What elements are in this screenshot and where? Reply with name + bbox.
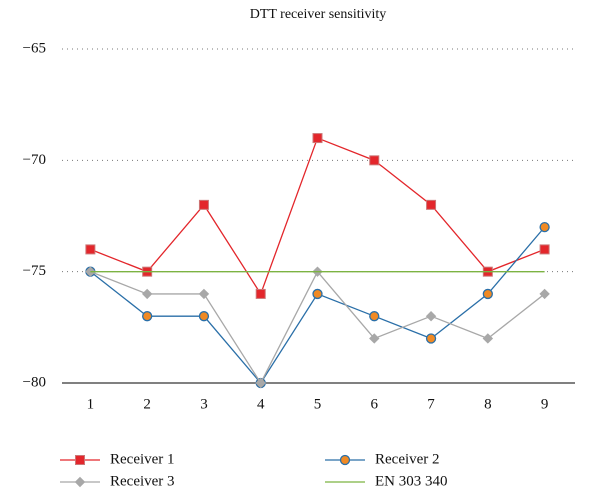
data-point: [255, 377, 266, 389]
y-tick-label: −65: [23, 40, 46, 56]
x-tick-label: 3: [200, 396, 208, 412]
data-point: [482, 333, 494, 344]
legend-marker: [339, 454, 351, 466]
y-tick-label: −70: [23, 152, 46, 168]
data-point: [539, 221, 550, 233]
x-tick-label: 1: [87, 396, 95, 412]
y-tick-label: −75: [23, 263, 46, 279]
series-line: [89, 226, 546, 385]
data-point: [539, 244, 550, 255]
data-point: [141, 288, 153, 300]
x-tick-label: 4: [257, 396, 265, 412]
data-point: [369, 155, 380, 166]
data-point: [198, 311, 210, 322]
x-tick-label: 8: [484, 396, 492, 412]
series-line: [90, 270, 546, 385]
legend-marker: [74, 476, 86, 488]
x-tick-label: 2: [143, 396, 151, 412]
data-point: [369, 333, 380, 344]
data-point: [312, 133, 323, 144]
data-point: [85, 244, 96, 255]
x-tick-label: 9: [541, 396, 549, 412]
legend-label: EN 303 340: [375, 473, 448, 489]
legend-label: Receiver 2: [375, 451, 440, 467]
x-tick-label: 5: [314, 396, 322, 412]
x-tick-label: 7: [427, 396, 435, 412]
data-point: [198, 288, 210, 300]
data-point: [312, 288, 323, 300]
legend-marker: [75, 455, 85, 465]
data-point: [425, 310, 437, 322]
data-point: [255, 288, 266, 299]
data-point: [142, 311, 153, 322]
x-tick-label: 6: [371, 396, 379, 412]
data-point: [482, 288, 493, 300]
legend-label: Receiver 3: [110, 473, 175, 489]
data-point: [198, 199, 209, 210]
data-point: [425, 333, 437, 344]
data-point: [539, 288, 550, 300]
legend-label: Receiver 1: [110, 451, 175, 467]
chart-title: DTT receiver sensitivity: [250, 7, 387, 22]
y-tick-label: −80: [23, 374, 46, 390]
data-point: [426, 199, 437, 210]
data-point: [369, 311, 380, 322]
